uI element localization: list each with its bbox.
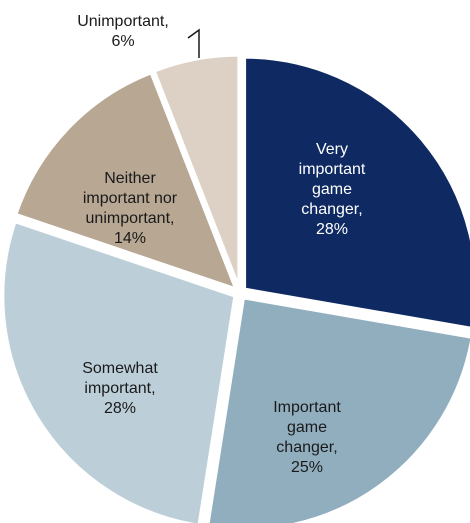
slice-label-0: Very important game changer, 28% (299, 141, 366, 238)
slice-label-line: changer, (301, 201, 362, 218)
slice-label-line: unimportant, (86, 210, 175, 227)
slice-label-line: game (312, 181, 352, 198)
slice-label-line: Unimportant, (77, 13, 169, 30)
slice-label-line: important (299, 161, 366, 178)
leader-line (187, 28, 200, 58)
pie-slice-4 (152, 53, 241, 289)
pie-slice-3 (14, 71, 238, 291)
slice-label-4: Unimportant, 6% (77, 13, 169, 50)
slice-label-line: Very (316, 141, 348, 158)
slice-label-line: important, (84, 380, 155, 397)
slice-label-line: Important (273, 399, 341, 416)
slice-label-line: 28% (316, 221, 348, 238)
slice-label-line: 14% (114, 230, 146, 247)
slice-label-line: 25% (291, 459, 323, 476)
slice-label-line: 28% (104, 400, 136, 417)
slice-label-line: 6% (111, 33, 134, 50)
pie-slice-2 (1, 220, 237, 523)
pie-slice-0 (243, 55, 470, 330)
slice-label-line: important nor (83, 190, 178, 207)
slice-label-3: Neither important nor unimportant, 14% (83, 170, 178, 247)
slice-label-1: Important game changer, 25% (273, 399, 341, 476)
slice-label-line: game (287, 419, 327, 436)
pie-slice-1 (206, 296, 470, 523)
slice-label-line: changer, (276, 439, 337, 456)
slice-label-line: Somewhat (82, 360, 158, 377)
slice-label-line: Neither (104, 170, 156, 187)
slice-label-2: Somewhat important, 28% (82, 360, 158, 417)
